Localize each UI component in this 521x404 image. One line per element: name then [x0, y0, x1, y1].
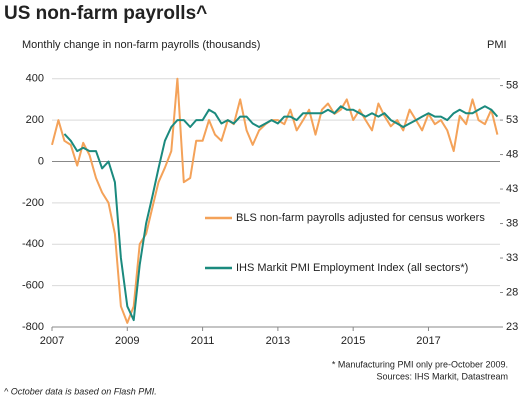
- legend-label: IHS Markit PMI Employment Index (all sec…: [236, 262, 468, 274]
- y2-tick-label: 48: [506, 148, 518, 160]
- series-line: [51, 77, 499, 324]
- x-tick-label: 2011: [191, 335, 215, 347]
- y2-tick-label: 33: [506, 252, 518, 264]
- chart-title: US non-farm payrolls^: [4, 3, 207, 24]
- x-tick-label: 2013: [266, 335, 290, 347]
- y-tick-label: 0: [38, 155, 44, 167]
- series-line: [63, 105, 499, 322]
- y-axis-label: Monthly change in non-farm payrolls (tho…: [22, 39, 260, 51]
- y-tick-label: -800: [22, 321, 44, 333]
- y2-tick-label: 28: [506, 286, 518, 298]
- y-tick-label: 200: [26, 114, 44, 126]
- note: * Manufacturing PMI only pre-October 200…: [332, 359, 508, 369]
- note: Sources: IHS Markit, Datastream: [376, 371, 508, 381]
- x-tick-label: 2015: [341, 335, 365, 347]
- y-tick-label: 400: [26, 73, 44, 85]
- x-tick-label: 2007: [40, 335, 64, 347]
- footnote: ^ October data is based on Flash PMI.: [4, 386, 157, 396]
- y2-tick-label: 23: [506, 321, 518, 333]
- y-tick-label: -600: [22, 280, 44, 292]
- x-tick-label: 2009: [115, 335, 139, 347]
- y2-tick-label: 43: [506, 183, 518, 195]
- y2-tick-label: 53: [506, 114, 518, 126]
- legend-label: BLS non-farm payrolls adjusted for censu…: [236, 212, 485, 224]
- y2-tick-label: 58: [506, 79, 518, 91]
- y2-tick-label: 38: [506, 217, 518, 229]
- x-tick-label: 2017: [416, 335, 440, 347]
- y-tick-label: -200: [22, 197, 44, 209]
- y-tick-label: -400: [22, 238, 44, 250]
- y2-axis-label: PMI: [487, 39, 507, 51]
